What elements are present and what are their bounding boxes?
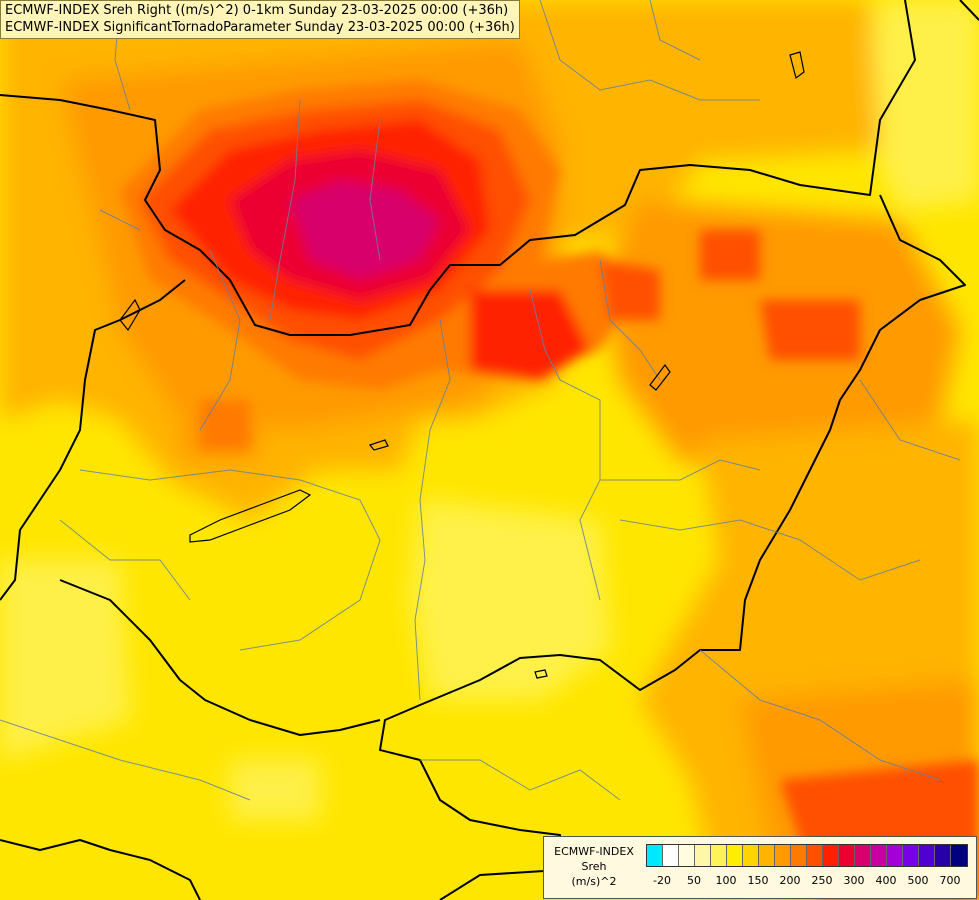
legend-swatch (823, 845, 839, 866)
map-title-box: ECMWF-INDEX Sreh Right ((m/s)^2) 0-1km S… (0, 0, 520, 39)
legend-tick-label: 250 (811, 874, 833, 887)
legend-swatch (807, 845, 823, 866)
legend-model: ECMWF-INDEX (554, 845, 634, 858)
legend-unit: (m/s)^2 (571, 875, 617, 888)
legend-swatch (903, 845, 919, 866)
legend-swatch (871, 845, 887, 866)
legend-tick-label: 300 (843, 874, 865, 887)
legend-swatch (759, 845, 775, 866)
legend-tick-label: 150 (747, 874, 769, 887)
legend-swatch (743, 845, 759, 866)
legend-tick-label: 200 (779, 874, 801, 887)
legend-swatch (663, 845, 679, 866)
lakes (119, 51, 805, 679)
legend-ticks: -20 50 100 150 200 250 300 400 500 700 (646, 874, 970, 888)
legend-swatch (695, 845, 711, 866)
legend-color-bar (646, 844, 968, 867)
legend-swatch (855, 845, 871, 866)
legend-tick-label: 50 (687, 874, 701, 887)
region-borders (0, 0, 961, 801)
legend-swatch (647, 845, 663, 866)
legend-tick-label: -20 (653, 874, 671, 887)
legend-swatch (679, 845, 695, 866)
legend-swatch (919, 845, 935, 866)
legend-tick-label: 400 (875, 874, 897, 887)
legend-swatch (791, 845, 807, 866)
legend-parameter: Sreh (581, 860, 607, 873)
legend-tick-label: 100 (715, 874, 737, 887)
legend-swatch (951, 845, 967, 866)
legend-swatch (887, 845, 903, 866)
color-legend: ECMWF-INDEX Sreh (m/s)^2 -20 50 100 150 200 2… (543, 836, 977, 899)
legend-swatch (775, 845, 791, 866)
map-title-sreh: ECMWF-INDEX Sreh Right ((m/s)^2) 0-1km S… (5, 3, 509, 18)
legend-swatch (727, 845, 743, 866)
legend-tick-label: 500 (907, 874, 929, 887)
legend-title: ECMWF-INDEX Sreh (m/s)^2 (548, 844, 640, 889)
legend-swatch (935, 845, 951, 866)
map-title-stp: ECMWF-INDEX SignificantTornadoParameter … (5, 20, 515, 35)
legend-swatch (711, 845, 727, 866)
legend-swatch (839, 845, 855, 866)
legend-tick-label: 700 (939, 874, 961, 887)
